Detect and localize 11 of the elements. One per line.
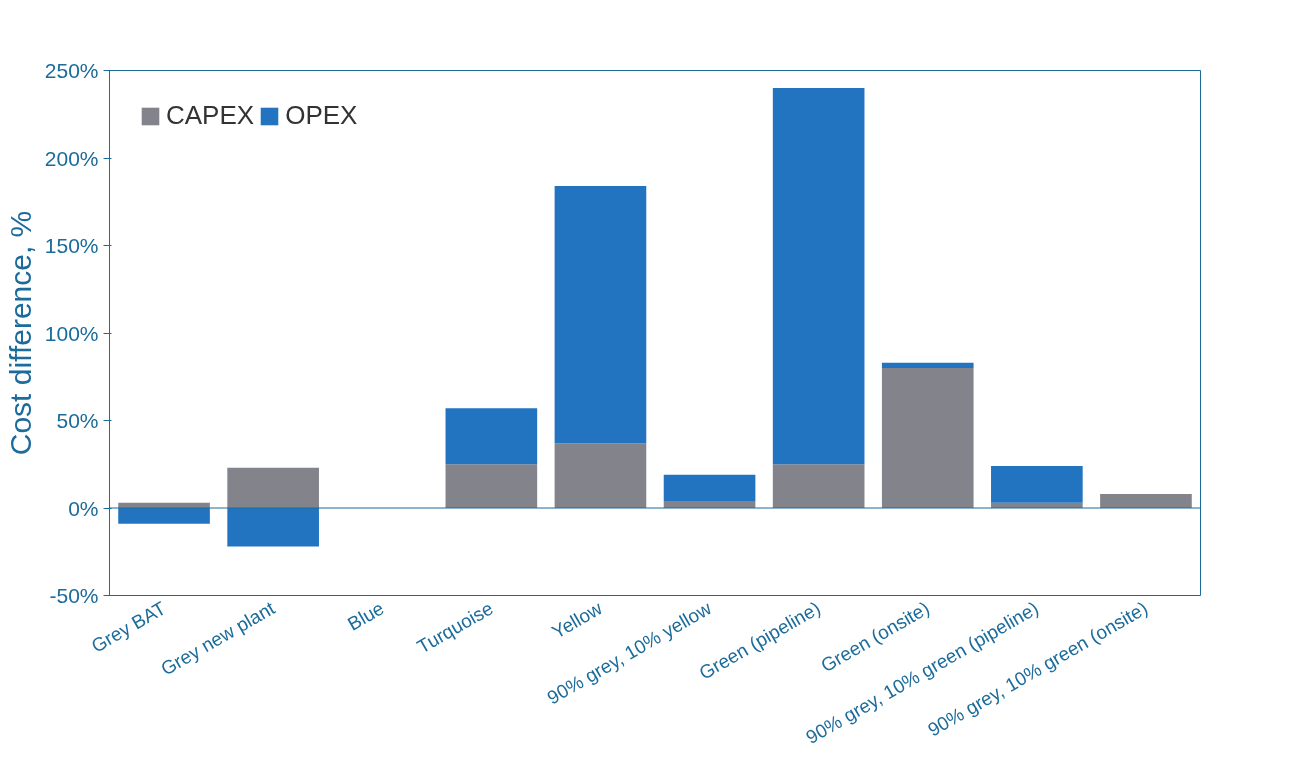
y-axis-title: Cost difference, % [3, 210, 37, 456]
y-tick-label: 50% [56, 409, 99, 432]
legend-label: CAPEX [166, 100, 255, 131]
y-tick-label: 250% [44, 59, 99, 82]
x-tick-label: Blue [344, 597, 388, 635]
legend-label: OPEX [285, 100, 358, 131]
y-tick-label: -50% [49, 584, 99, 607]
y-tick-label: 200% [44, 146, 99, 170]
y-tick-label: 0% [68, 496, 99, 520]
y-tick-label: 150% [44, 234, 99, 257]
y-tick-label: 100% [44, 321, 99, 345]
